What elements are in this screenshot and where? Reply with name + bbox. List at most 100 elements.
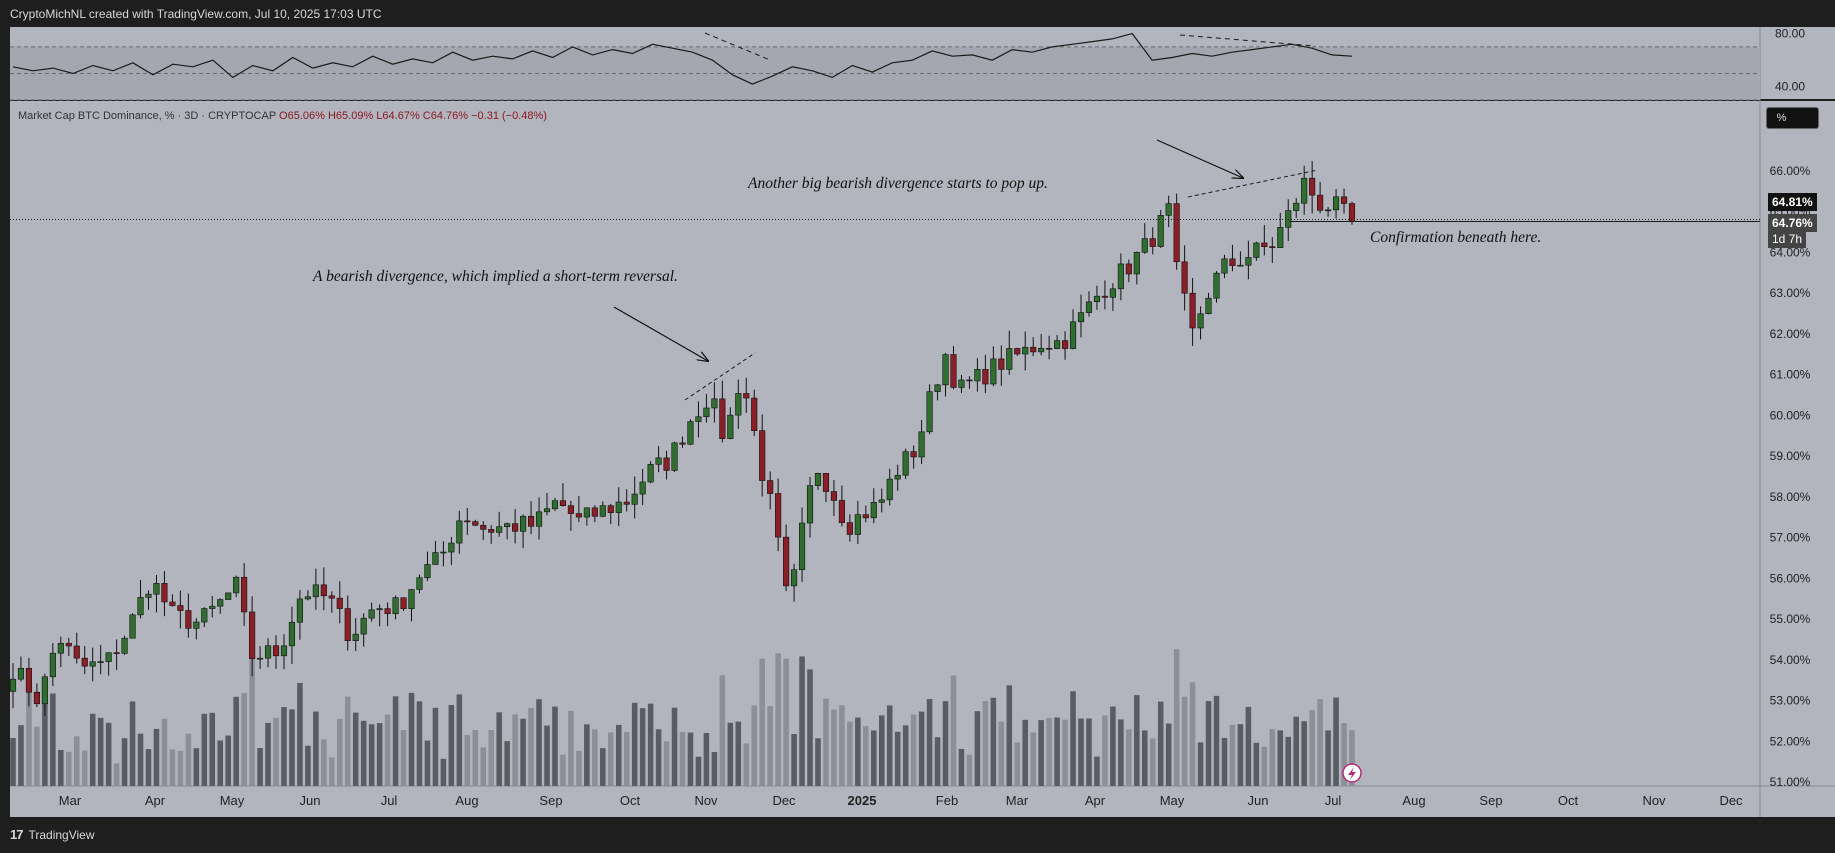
volume-bar (504, 741, 510, 786)
y-tick-label: 53.00% (1770, 694, 1811, 708)
time-axis (10, 786, 1760, 817)
volume-bar (958, 748, 965, 786)
candle-body (623, 501, 630, 505)
candle-body (527, 515, 535, 527)
volume-bar (592, 729, 598, 786)
candle-body (751, 397, 758, 431)
y-tick-label: 59.00% (1770, 449, 1811, 463)
candle-body (1038, 347, 1045, 353)
volume-bar (416, 701, 423, 786)
volume-bar (1181, 696, 1188, 786)
candle-body (1149, 238, 1156, 247)
volume-bar (1086, 718, 1092, 786)
volume-bar (687, 732, 694, 786)
candle-body (631, 493, 638, 505)
y-tick-label: 57.00% (1770, 531, 1811, 545)
candle-body (264, 645, 272, 659)
volume-bar (1006, 685, 1013, 786)
volume-bar (305, 745, 311, 786)
x-tick-label: Aug (455, 793, 478, 808)
candle-body (25, 667, 33, 693)
candle-body (456, 520, 463, 544)
volume-bar (998, 721, 1005, 786)
candle-body (1340, 196, 1348, 204)
x-tick-label: Mar (1006, 793, 1029, 808)
volume-bar (942, 701, 949, 786)
candle-body (599, 505, 606, 517)
candle-body (783, 536, 790, 587)
volume-bar (201, 713, 208, 786)
volume-bar (1197, 742, 1204, 786)
volume-bar (671, 707, 678, 786)
candle-body (591, 507, 598, 517)
volume-bar (89, 713, 96, 786)
candle-body (982, 368, 989, 385)
volume-bar (73, 736, 80, 786)
volume-bar (1046, 717, 1052, 786)
volume-bar (448, 705, 455, 786)
candle-body (105, 652, 112, 662)
volume-bar (1237, 724, 1244, 786)
volume-bar (568, 710, 574, 786)
candle-body (177, 605, 184, 611)
volume-bar (153, 728, 160, 786)
candle-body (759, 430, 766, 481)
volume-bar (950, 675, 957, 786)
candle-body (854, 514, 861, 535)
volume-bar (1245, 706, 1252, 786)
candle-body (862, 514, 869, 519)
volume-bar (496, 712, 502, 786)
volume-bar (169, 749, 176, 786)
x-tick-label: Sep (539, 793, 562, 808)
rsi-divergence-line-1 (704, 32, 771, 61)
candle-body (990, 358, 997, 385)
volume-bar (679, 732, 686, 786)
volume-bar (1126, 729, 1132, 786)
candle-body (33, 691, 40, 705)
candle-body (727, 414, 734, 439)
candle-body (870, 502, 877, 519)
volume-bar (129, 701, 136, 786)
candle-body (81, 657, 88, 667)
volume-bar (1333, 697, 1339, 786)
volume-bar (1142, 730, 1148, 786)
candle-body (352, 633, 359, 641)
candle-body (121, 637, 128, 654)
x-tick-label: Nov (1642, 793, 1666, 808)
candle-body (695, 416, 702, 422)
candle-body (1285, 210, 1292, 228)
candle-body (822, 473, 830, 492)
volume-bar (974, 711, 981, 786)
candle-body (161, 583, 168, 603)
volume-bar (1221, 737, 1228, 786)
x-tick-label: Jul (1325, 793, 1342, 808)
candle-body (249, 611, 256, 659)
volume-bar (607, 732, 614, 786)
candle-body (17, 667, 25, 680)
x-tick-label: Nov (694, 793, 718, 808)
candle-body (1269, 246, 1276, 248)
percent-scale-button[interactable]: % (1766, 107, 1819, 129)
candle-body (655, 457, 662, 465)
volume-bar (1349, 730, 1355, 786)
candle-body (830, 491, 838, 501)
volume-bar (161, 718, 168, 786)
x-tick-label: Oct (620, 793, 641, 808)
candle-body (535, 511, 543, 527)
x-tick-label: Oct (1558, 793, 1579, 808)
candle-body (1165, 203, 1172, 216)
volume-bar (512, 714, 518, 786)
candle-body (1245, 257, 1252, 266)
volume-bar (847, 721, 853, 786)
legend-symbol: Market Cap BTC Dominance, % · 3D · CRYPT… (18, 110, 276, 122)
y-tick-label: 66.00% (1770, 164, 1811, 178)
candle-body (1317, 194, 1324, 211)
x-tick-label: Jun (300, 793, 321, 808)
volume-bar (711, 751, 718, 786)
candle-body (209, 605, 216, 609)
candle-body (1085, 301, 1093, 313)
candle-body (1221, 258, 1228, 274)
candle-body (1125, 263, 1132, 275)
candle-body (671, 442, 678, 471)
